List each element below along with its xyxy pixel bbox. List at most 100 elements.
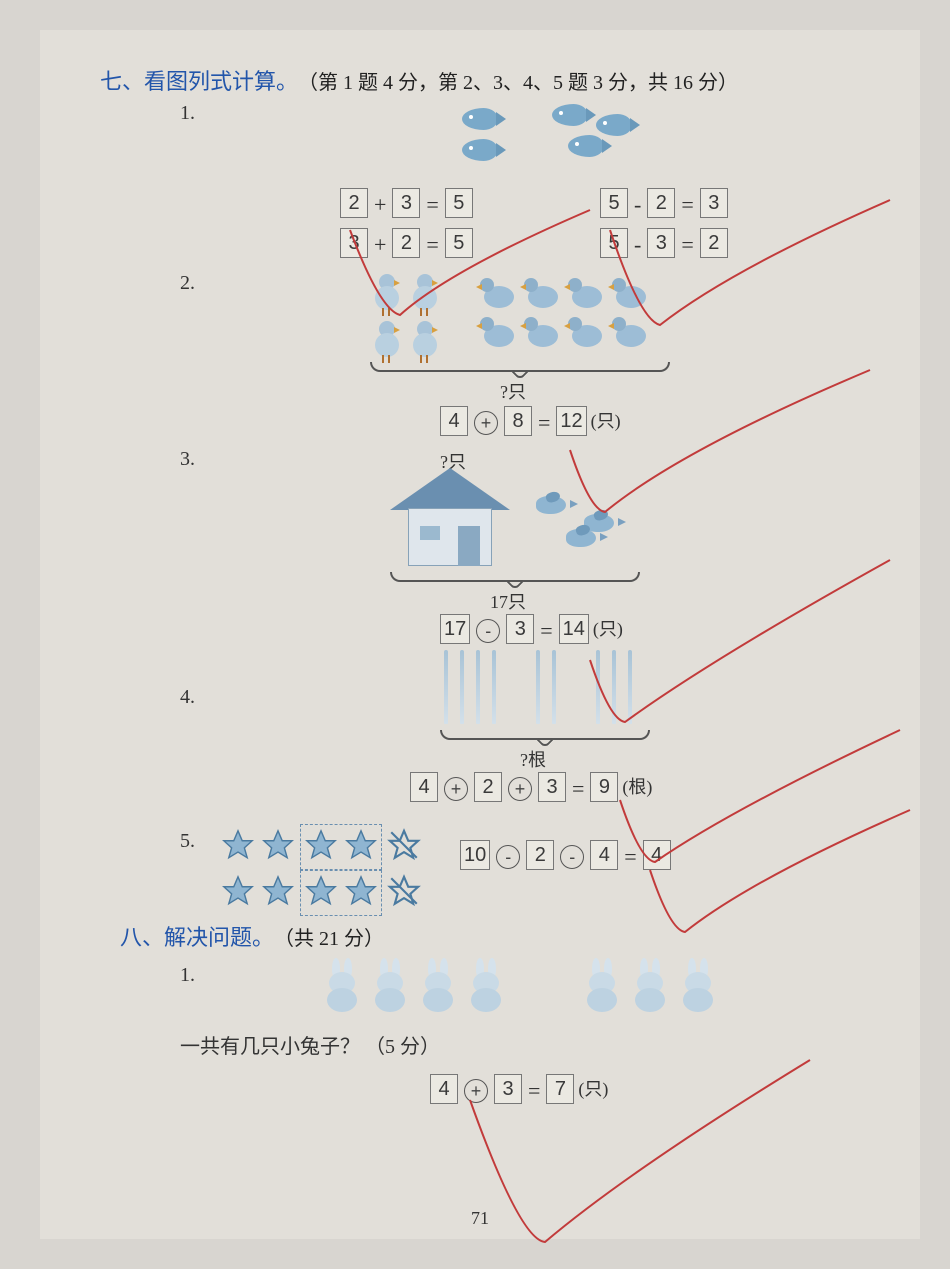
chick-icon	[370, 321, 404, 363]
answer-box: 3	[506, 614, 534, 644]
chick-icon	[408, 274, 442, 316]
answer-box: 4	[440, 406, 468, 436]
q4-equation: 4 + 2 + 3 = 9 (根)	[410, 772, 652, 802]
op-equals: =	[679, 192, 695, 218]
op-equals: =	[536, 410, 552, 436]
brace-icon	[370, 362, 670, 372]
op-minus: -	[632, 192, 643, 218]
bird-icon	[560, 523, 604, 551]
op-circle: -	[496, 845, 520, 869]
op-circle: +	[474, 411, 498, 435]
bunny-icon	[368, 958, 412, 1014]
q2-chicks-left	[370, 274, 442, 368]
bunny-icon	[464, 958, 508, 1014]
s8-q1-equation: 4 + 3 = 7 (只)	[430, 1074, 608, 1104]
star-icon	[261, 874, 295, 908]
answer-box: 2	[474, 772, 502, 802]
q2-brace-label: ?只	[500, 378, 526, 404]
duckling-icon	[480, 276, 520, 310]
op-plus: +	[372, 192, 388, 218]
answer-box: 9	[590, 772, 618, 802]
star-icon	[304, 828, 338, 862]
op-equals: =	[526, 1078, 542, 1104]
q3-number: 3.	[180, 448, 195, 471]
section8-title: 八、解决问题。	[120, 920, 274, 952]
q2-number: 2.	[180, 272, 195, 295]
unit-label: (只)	[578, 1079, 608, 1099]
answer-box: 5	[445, 188, 473, 218]
op-minus: -	[632, 232, 643, 258]
stick-icon	[610, 650, 618, 724]
star-icon	[261, 828, 295, 862]
op-equals: =	[424, 232, 440, 258]
fish-icon	[596, 114, 632, 136]
op-equals: =	[538, 618, 554, 644]
q1-eq1: 2 + 3 = 5	[340, 188, 473, 218]
dashed-group	[300, 824, 382, 870]
q5-number: 5.	[180, 830, 195, 853]
q3-equation: 17 - 3 = 14 (只)	[440, 614, 623, 644]
fish-icon	[462, 108, 498, 130]
op-equals: =	[424, 192, 440, 218]
answer-box: 4	[643, 840, 671, 870]
op-circle: +	[508, 777, 532, 801]
chick-icon	[370, 274, 404, 316]
q1-number: 1.	[180, 102, 195, 125]
checkmark-icon	[640, 830, 920, 945]
stick-icon	[458, 650, 466, 724]
answer-box: 12	[556, 406, 586, 436]
section8-scoring: （共 21 分）	[274, 922, 384, 951]
star-crossed-icon	[387, 828, 421, 862]
q3-birds	[530, 490, 622, 556]
answer-box: 3	[392, 188, 420, 218]
fish-icon	[462, 139, 498, 161]
answer-box: 2	[700, 228, 728, 258]
answer-box: 5	[600, 188, 628, 218]
unit-label: (只)	[593, 619, 623, 639]
duckling-icon	[568, 276, 608, 310]
op-circle: +	[464, 1079, 488, 1103]
answer-box: 5	[600, 228, 628, 258]
answer-box: 5	[445, 228, 473, 258]
answer-box: 3	[340, 228, 368, 258]
answer-box: 14	[559, 614, 589, 644]
q2-equation: 4 + 8 = 12 (只)	[440, 406, 621, 436]
answer-box: 2	[526, 840, 554, 870]
bunny-icon	[320, 958, 364, 1014]
bird-icon	[530, 490, 574, 518]
s8-bunnies-right	[580, 958, 720, 1019]
brace-icon	[440, 730, 650, 740]
op-equals: =	[679, 232, 695, 258]
answer-box: 3	[700, 188, 728, 218]
answer-box: 7	[546, 1074, 574, 1104]
fish-icon	[552, 104, 588, 126]
q4-number: 4.	[180, 686, 195, 709]
q1-fish-right	[550, 102, 634, 164]
chick-icon	[408, 321, 442, 363]
bunny-icon	[580, 958, 624, 1014]
star-icon	[344, 828, 378, 862]
section7-scoring: （第 1 题 4 分，第 2、3、4、5 题 3 分，共 16 分）	[298, 66, 738, 95]
bunny-icon	[628, 958, 672, 1014]
duckling-icon	[524, 315, 564, 349]
answer-box: 2	[340, 188, 368, 218]
q4-brace-label: ?根	[520, 746, 546, 772]
q1-eq4: 5 - 3 = 2	[600, 228, 728, 258]
q1-eq3: 5 - 2 = 3	[600, 188, 728, 218]
q3-brace-label: 17只	[490, 588, 526, 614]
dashed-group	[300, 870, 382, 916]
q5-stars	[220, 824, 422, 916]
house-icon	[390, 468, 510, 568]
page-number: 71	[40, 1208, 920, 1229]
s8-bunnies-left	[320, 958, 508, 1019]
op-equals: =	[570, 776, 586, 802]
stick-icon	[550, 650, 558, 724]
duckling-icon	[612, 315, 652, 349]
bunny-icon	[416, 958, 460, 1014]
answer-box: 4	[430, 1074, 458, 1104]
stick-icon	[626, 650, 634, 724]
stick-icon	[534, 650, 542, 724]
star-icon	[304, 874, 338, 908]
answer-box: 17	[440, 614, 470, 644]
unit-label: (根)	[622, 777, 652, 797]
